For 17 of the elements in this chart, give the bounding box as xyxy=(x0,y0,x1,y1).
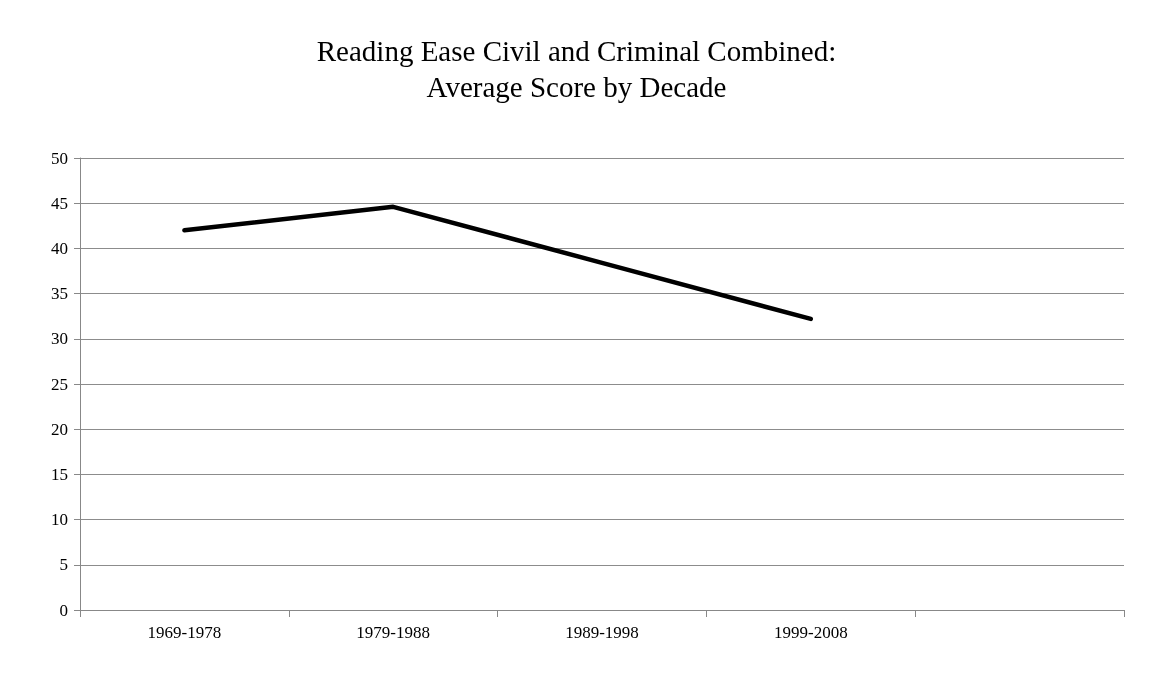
x-tick-label: 1969-1978 xyxy=(147,623,222,642)
x-tick-label: 1989-1998 xyxy=(565,623,639,642)
y-tick-label: 20 xyxy=(51,419,68,439)
y-tick-label: 0 xyxy=(59,600,68,620)
y-tick-label: 35 xyxy=(51,284,68,304)
y-tick-label: 5 xyxy=(59,555,68,575)
y-tick-label: 30 xyxy=(51,329,68,349)
y-tick-label: 25 xyxy=(51,374,68,394)
x-tick-label: 1979-1988 xyxy=(356,623,431,642)
y-tick-label: 15 xyxy=(51,464,68,484)
x-tick-label: 1999-2008 xyxy=(773,623,848,642)
y-tick-label: 45 xyxy=(51,193,68,213)
chart-title: Reading Ease Civil and Criminal Combined: Average Score by Decade xyxy=(316,35,837,103)
line-series xyxy=(182,204,814,322)
y-tick-label: 40 xyxy=(51,238,68,258)
y-tick-label: 50 xyxy=(51,148,68,168)
y-tick-label: 10 xyxy=(51,510,68,530)
